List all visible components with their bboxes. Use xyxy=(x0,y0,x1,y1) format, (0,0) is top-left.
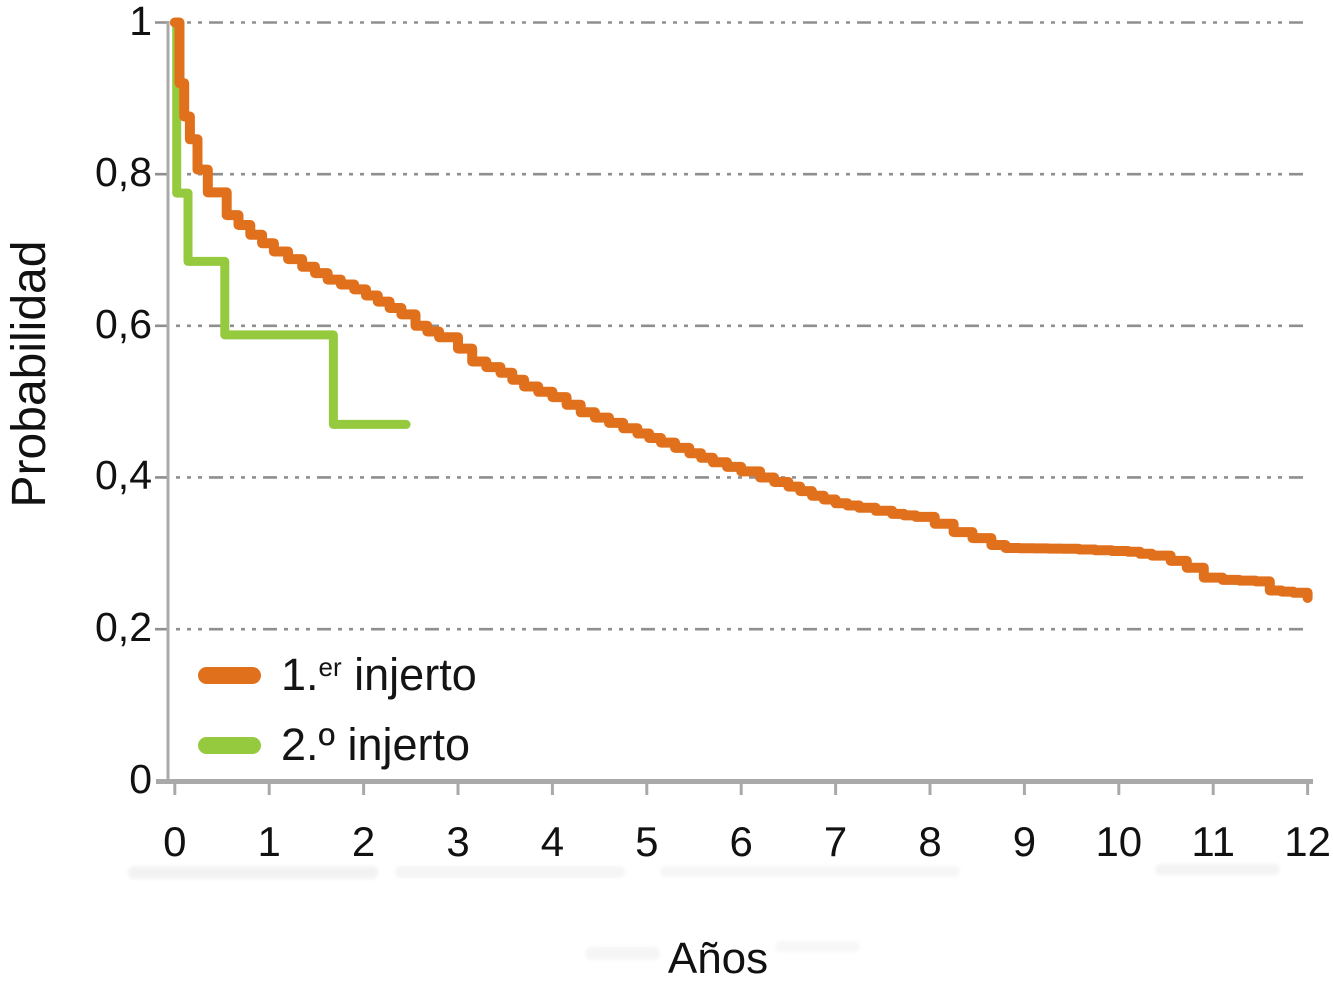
legend-text: injerto xyxy=(341,649,477,700)
second-graft-curve xyxy=(170,18,411,429)
faded-artifact xyxy=(128,866,378,879)
legend-item-second-graft: 2.º injerto xyxy=(198,710,477,780)
x-tick-label: 11 xyxy=(1191,818,1235,865)
legend-superscript: er xyxy=(318,652,342,682)
legend-item-first-graft: 1.er injerto xyxy=(198,640,477,710)
legend-text: 1. xyxy=(281,649,319,700)
x-tick-label: 2 xyxy=(351,818,376,865)
first-graft-curve xyxy=(169,17,1313,603)
y-tick-label: 0,8 xyxy=(95,149,152,196)
faded-artifact xyxy=(775,941,860,952)
faded-artifact xyxy=(1155,864,1280,875)
x-tick-label: 8 xyxy=(918,818,942,865)
x-tick-label: 1 xyxy=(257,818,281,865)
faded-artifact xyxy=(585,947,660,960)
x-tick-label: 7 xyxy=(823,818,848,865)
y-tick-label: 0,4 xyxy=(95,452,152,499)
legend-text: 2.º xyxy=(281,719,335,770)
legend-label-first-graft: 1.er injerto xyxy=(281,649,477,701)
legend: 1.er injerto 2.º injerto xyxy=(198,640,477,780)
x-tick-label: 4 xyxy=(540,818,565,865)
x-tick-label: 0 xyxy=(163,818,187,865)
x-tick-label: 3 xyxy=(446,818,470,865)
y-tick-label: 0,2 xyxy=(95,604,152,651)
x-tick-label: 6 xyxy=(729,818,753,865)
y-tick-label: 1 xyxy=(129,0,152,44)
faded-artifact xyxy=(395,866,625,878)
legend-label-second-graft: 2.º injerto xyxy=(281,719,470,771)
x-tick-label: 12 xyxy=(1284,818,1331,865)
y-tick-label: 0 xyxy=(129,755,152,802)
legend-text: injerto xyxy=(334,719,471,770)
faded-artifact xyxy=(660,866,960,877)
y-tick-label: 0,6 xyxy=(95,300,152,347)
second-graft-color-swatch xyxy=(198,736,261,754)
x-tick-label: 9 xyxy=(1012,818,1037,865)
x-tick-label: 5 xyxy=(635,818,659,865)
x-axis-title: Años xyxy=(667,934,769,983)
x-tick-label: 10 xyxy=(1095,818,1143,865)
first-graft-color-swatch xyxy=(198,666,261,684)
